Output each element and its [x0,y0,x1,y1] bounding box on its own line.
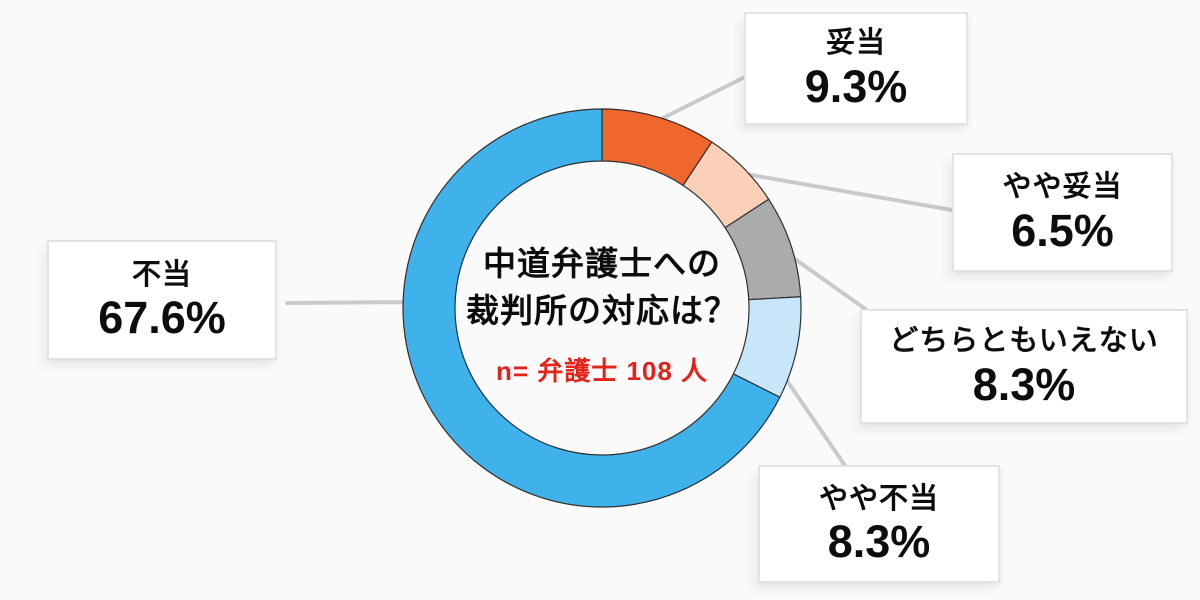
callout-percentage: 9.3% [804,60,908,112]
donut-segments [402,108,802,508]
callout-label: どちらともいえない [889,325,1159,358]
callout-box-dochira: どちらともいえない 8.3% [860,309,1188,424]
callout-label: 妥当 [825,27,886,60]
donut-segment [402,108,781,508]
callout-box-datou: 妥当 9.3% [744,12,968,125]
leader-line [285,300,426,305]
callout-box-yaya-datou: やや妥当 6.5% [952,153,1173,272]
callout-percentage: 67.6% [98,292,226,344]
callout-label: やや不当 [818,482,939,515]
chart-title-line-2: 裁判所の対応は？ [466,292,738,329]
callout-percentage: 8.3% [972,358,1076,410]
callout-label: 不当 [131,258,192,291]
callout-percentage: 8.3% [827,516,931,568]
callout-percentage: 6.5% [1011,204,1114,256]
sample-size-note: n= 弁護士 108 人 [495,356,709,386]
callout-box-yaya-futou: やや不当 8.3% [758,465,1000,583]
chart-title-line-1: 中道弁護士への [483,245,721,282]
leader-line [732,170,954,212]
callout-box-futou: 不当 67.6% [47,240,277,360]
chart-center-text: 中道弁護士への 裁判所の対応は？ n= 弁護士 108 人 [430,240,774,388]
callout-label: やや妥当 [1002,171,1123,204]
